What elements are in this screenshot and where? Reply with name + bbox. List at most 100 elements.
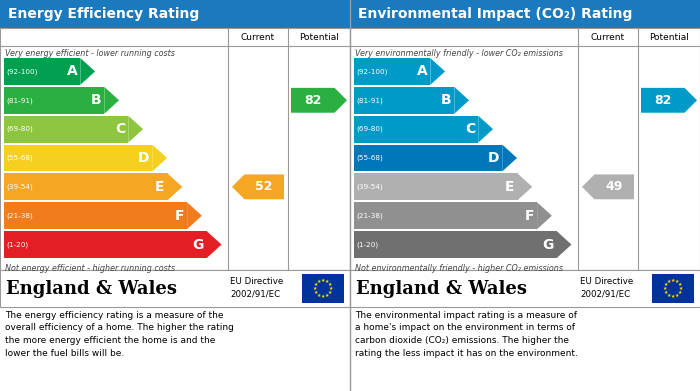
Text: (69-80): (69-80): [356, 126, 383, 133]
Polygon shape: [582, 174, 634, 199]
Text: Current: Current: [241, 32, 275, 41]
Polygon shape: [104, 87, 119, 114]
Bar: [4, 116, 128, 143]
Text: E: E: [505, 180, 514, 194]
Text: Potential: Potential: [299, 32, 339, 41]
Text: E: E: [155, 180, 164, 194]
Text: A: A: [66, 65, 77, 79]
Text: (55-68): (55-68): [6, 155, 33, 161]
Text: (69-80): (69-80): [6, 126, 33, 133]
Bar: [0, 270, 350, 307]
Text: D: D: [488, 151, 499, 165]
Text: (81-91): (81-91): [6, 97, 33, 104]
Text: ★: ★: [664, 290, 668, 295]
Text: EU Directive
2002/91/EC: EU Directive 2002/91/EC: [230, 277, 284, 298]
Text: ★: ★: [328, 282, 332, 287]
Text: (21-38): (21-38): [356, 212, 383, 219]
Text: ★: ★: [321, 278, 326, 283]
Bar: [354, 231, 556, 258]
Polygon shape: [152, 145, 167, 171]
Polygon shape: [206, 231, 221, 258]
Polygon shape: [80, 58, 95, 85]
Text: The energy efficiency rating is a measure of the
overall efficiency of a home. T: The energy efficiency rating is a measur…: [5, 311, 234, 357]
Text: (39-54): (39-54): [356, 184, 383, 190]
Polygon shape: [537, 202, 552, 229]
Text: (92-100): (92-100): [6, 68, 37, 75]
Bar: [350, 0, 700, 28]
Text: ★: ★: [317, 293, 321, 298]
Text: ★: ★: [675, 279, 679, 284]
Polygon shape: [232, 174, 284, 199]
Text: ★: ★: [679, 286, 683, 291]
Text: ★: ★: [678, 282, 682, 287]
Text: England & Wales: England & Wales: [356, 280, 527, 298]
Text: ★: ★: [313, 286, 317, 291]
Text: D: D: [138, 151, 149, 165]
Polygon shape: [187, 202, 202, 229]
Text: ★: ★: [671, 278, 676, 283]
Text: ★: ★: [667, 293, 671, 298]
Text: (39-54): (39-54): [6, 184, 33, 190]
Polygon shape: [641, 88, 697, 113]
Text: ★: ★: [329, 286, 333, 291]
Bar: [354, 145, 502, 171]
Bar: [4, 202, 187, 229]
Text: ★: ★: [678, 290, 682, 295]
Bar: [354, 202, 537, 229]
Text: Energy Efficiency Rating: Energy Efficiency Rating: [8, 7, 199, 21]
Text: ★: ★: [663, 286, 667, 291]
Text: 52: 52: [256, 180, 273, 194]
Text: 49: 49: [606, 180, 623, 194]
Text: A: A: [416, 65, 427, 79]
Text: (21-38): (21-38): [6, 212, 33, 219]
Text: (92-100): (92-100): [356, 68, 387, 75]
Text: ★: ★: [667, 279, 671, 284]
Polygon shape: [454, 87, 469, 114]
Text: (55-68): (55-68): [356, 155, 383, 161]
Text: ★: ★: [671, 294, 676, 299]
Bar: [354, 174, 517, 200]
Text: 82: 82: [304, 94, 321, 107]
Polygon shape: [167, 174, 182, 200]
Polygon shape: [128, 116, 143, 143]
Bar: [4, 58, 80, 85]
Text: EU Directive
2002/91/EC: EU Directive 2002/91/EC: [580, 277, 634, 298]
Text: ★: ★: [314, 290, 318, 295]
Bar: [302, 274, 344, 303]
Text: G: G: [542, 238, 554, 251]
Bar: [4, 231, 206, 258]
Text: Not energy efficient - higher running costs: Not energy efficient - higher running co…: [5, 264, 175, 273]
Polygon shape: [517, 174, 532, 200]
Text: Current: Current: [591, 32, 625, 41]
Text: F: F: [524, 209, 534, 223]
Bar: [354, 116, 478, 143]
Text: Very environmentally friendly - lower CO₂ emissions: Very environmentally friendly - lower CO…: [355, 49, 563, 58]
Text: England & Wales: England & Wales: [6, 280, 177, 298]
Bar: [350, 270, 700, 307]
Text: Not environmentally friendly - higher CO₂ emissions: Not environmentally friendly - higher CO…: [355, 264, 563, 273]
Text: ★: ★: [314, 282, 318, 287]
Polygon shape: [502, 145, 517, 171]
Text: 82: 82: [654, 94, 671, 107]
Text: ★: ★: [325, 279, 329, 284]
Text: ★: ★: [317, 279, 321, 284]
Text: C: C: [115, 122, 125, 136]
Text: B: B: [441, 93, 452, 107]
Text: ★: ★: [325, 293, 329, 298]
Bar: [354, 58, 430, 85]
Text: ★: ★: [328, 290, 332, 295]
Text: ★: ★: [664, 282, 668, 287]
Polygon shape: [291, 88, 347, 113]
Bar: [652, 274, 694, 303]
Bar: [0, 28, 350, 270]
Text: F: F: [174, 209, 184, 223]
Bar: [354, 87, 454, 114]
Polygon shape: [430, 58, 445, 85]
Bar: [350, 28, 700, 270]
Text: Very energy efficient - lower running costs: Very energy efficient - lower running co…: [5, 49, 175, 58]
Text: (1-20): (1-20): [6, 241, 28, 248]
Text: Environmental Impact (CO₂) Rating: Environmental Impact (CO₂) Rating: [358, 7, 632, 21]
Polygon shape: [478, 116, 493, 143]
Text: G: G: [193, 238, 204, 251]
Text: Potential: Potential: [649, 32, 689, 41]
